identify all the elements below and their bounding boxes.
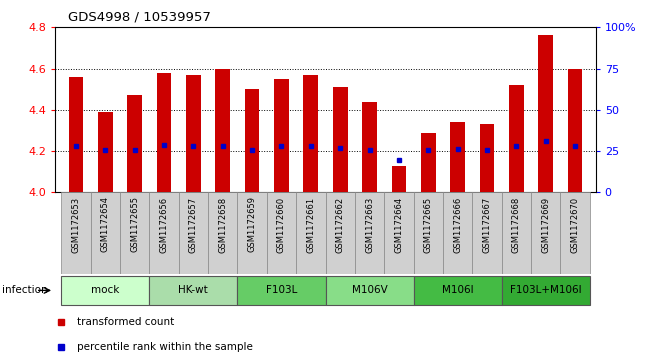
Text: GSM1172658: GSM1172658 <box>218 196 227 253</box>
Bar <box>391 166 406 192</box>
Bar <box>157 73 171 192</box>
Text: GSM1172659: GSM1172659 <box>247 196 256 253</box>
Bar <box>509 85 523 192</box>
Bar <box>186 75 201 192</box>
Text: GSM1172661: GSM1172661 <box>307 196 315 253</box>
Text: F103L+M106I: F103L+M106I <box>510 285 581 295</box>
Bar <box>502 192 531 274</box>
Text: GSM1172669: GSM1172669 <box>541 196 550 253</box>
Text: GSM1172654: GSM1172654 <box>101 196 110 253</box>
Bar <box>128 95 142 192</box>
Bar <box>413 192 443 274</box>
Bar <box>355 192 384 274</box>
Bar <box>413 276 502 305</box>
Text: GSM1172653: GSM1172653 <box>72 196 80 253</box>
Text: GSM1172663: GSM1172663 <box>365 196 374 253</box>
Bar <box>274 79 289 192</box>
Bar <box>296 192 326 274</box>
Text: percentile rank within the sample: percentile rank within the sample <box>77 342 253 352</box>
Text: GSM1172665: GSM1172665 <box>424 196 433 253</box>
Bar <box>473 192 502 274</box>
Bar <box>208 192 238 274</box>
Bar <box>333 87 348 192</box>
Bar <box>215 69 230 192</box>
Text: M106V: M106V <box>352 285 387 295</box>
Text: GDS4998 / 10539957: GDS4998 / 10539957 <box>68 11 211 24</box>
Text: GSM1172657: GSM1172657 <box>189 196 198 253</box>
Bar <box>384 192 413 274</box>
Bar <box>245 89 260 192</box>
Bar <box>502 276 590 305</box>
Bar <box>326 276 413 305</box>
Bar <box>531 192 561 274</box>
Text: infection: infection <box>2 285 48 295</box>
Bar <box>568 69 583 192</box>
Bar <box>178 192 208 274</box>
Text: GSM1172656: GSM1172656 <box>159 196 169 253</box>
Text: F103L: F103L <box>266 285 297 295</box>
Text: GSM1172655: GSM1172655 <box>130 196 139 253</box>
Bar <box>480 124 494 192</box>
Text: M106I: M106I <box>442 285 473 295</box>
Text: GSM1172670: GSM1172670 <box>571 196 579 253</box>
Bar <box>326 192 355 274</box>
Bar <box>561 192 590 274</box>
Bar <box>98 112 113 192</box>
Bar <box>90 192 120 274</box>
Bar <box>362 102 377 192</box>
Text: mock: mock <box>91 285 119 295</box>
Bar <box>303 75 318 192</box>
Text: GSM1172664: GSM1172664 <box>395 196 404 253</box>
Bar <box>238 276 326 305</box>
Bar <box>61 192 90 274</box>
Bar <box>68 77 83 192</box>
Text: GSM1172667: GSM1172667 <box>482 196 492 253</box>
Bar <box>450 122 465 192</box>
Text: GSM1172662: GSM1172662 <box>336 196 344 253</box>
Text: GSM1172660: GSM1172660 <box>277 196 286 253</box>
Bar <box>538 36 553 192</box>
Text: GSM1172668: GSM1172668 <box>512 196 521 253</box>
Bar <box>421 132 436 192</box>
Bar <box>61 276 149 305</box>
Bar <box>149 276 238 305</box>
Bar <box>120 192 149 274</box>
Bar <box>267 192 296 274</box>
Text: transformed count: transformed count <box>77 318 174 327</box>
Text: HK-wt: HK-wt <box>178 285 208 295</box>
Bar <box>238 192 267 274</box>
Bar <box>443 192 473 274</box>
Bar <box>149 192 178 274</box>
Text: GSM1172666: GSM1172666 <box>453 196 462 253</box>
